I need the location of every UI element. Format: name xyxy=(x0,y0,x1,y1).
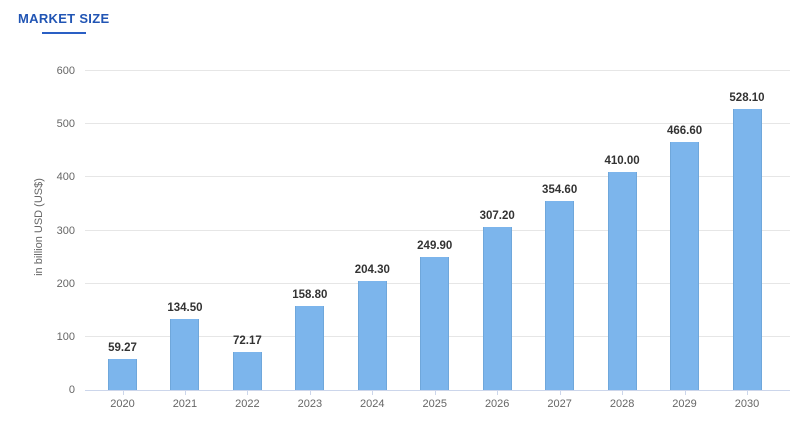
bar-2026[interactable] xyxy=(482,226,512,390)
x-axis-tick xyxy=(559,390,561,395)
plot-area: 0 100 200 300 400 500 600 59.27 2020 134.50 2021 72… xyxy=(57,65,790,410)
bar-value-label: 307.20 xyxy=(479,209,515,222)
tab-active-underline xyxy=(41,32,86,34)
x-axis-tick xyxy=(622,390,624,395)
gridline xyxy=(85,123,790,125)
x-axis-tick xyxy=(684,390,686,395)
bar-value-label: 134.50 xyxy=(167,301,203,314)
x-axis-label: 2028 xyxy=(609,398,635,410)
x-axis-label: 2023 xyxy=(297,398,323,410)
bar-2021[interactable] xyxy=(170,318,200,390)
bar-value-label: 410.00 xyxy=(604,155,640,168)
x-axis-label: 2025 xyxy=(422,398,447,410)
x-axis-tick xyxy=(497,390,499,395)
y-axis-tick-label: 100 xyxy=(56,330,75,343)
y-axis-tick-label: 500 xyxy=(56,118,75,131)
bar-2020[interactable] xyxy=(108,358,137,390)
bar-2030[interactable] xyxy=(732,109,762,390)
bar-2025[interactable] xyxy=(420,257,450,390)
x-axis-tick xyxy=(434,390,436,395)
tab-label: MARKET SIZE xyxy=(18,11,110,26)
y-axis-tick-label: 400 xyxy=(56,171,75,184)
x-axis-label: 2026 xyxy=(484,398,510,410)
bar-value-label: 354.60 xyxy=(542,184,578,197)
bar-value-label: 466.60 xyxy=(666,124,703,137)
x-axis-label: 2029 xyxy=(672,398,697,410)
bar-2029[interactable] xyxy=(670,141,700,390)
bar-value-label: 528.10 xyxy=(729,92,765,105)
bar-2022[interactable] xyxy=(232,351,262,390)
tab-market-size[interactable]: MARKET SIZE xyxy=(18,11,109,34)
y-axis-tick-label: 600 xyxy=(56,65,75,77)
x-axis-label: 2022 xyxy=(235,398,260,410)
x-axis-label: 2020 xyxy=(110,398,135,410)
x-axis-label: 2021 xyxy=(172,398,198,410)
gridline xyxy=(85,70,790,71)
x-axis-tick xyxy=(372,390,374,395)
bar-value-label: 249.90 xyxy=(417,240,453,253)
y-axis-tick-label: 200 xyxy=(56,277,75,290)
bar-value-label: 72.17 xyxy=(233,334,262,347)
x-axis-tick xyxy=(247,390,249,395)
x-axis-label: 2027 xyxy=(547,398,572,410)
y-axis-tick-label: 300 xyxy=(56,224,75,237)
bar-2027[interactable] xyxy=(545,201,575,390)
bar-2023[interactable] xyxy=(295,305,325,390)
x-axis-tick xyxy=(309,390,311,395)
bar-2024[interactable] xyxy=(357,281,387,390)
bar-value-label: 158.80 xyxy=(292,288,328,301)
x-axis-tick xyxy=(184,390,186,395)
bar-value-label: 59.27 xyxy=(108,341,137,354)
x-axis-label: 2030 xyxy=(734,398,760,410)
x-axis-tick xyxy=(747,390,748,395)
bar-value-label: 204.30 xyxy=(354,264,390,277)
x-axis-tick xyxy=(122,390,124,395)
bar-2028[interactable] xyxy=(607,172,637,390)
gridline xyxy=(85,229,790,231)
y-axis-tick-label: 0 xyxy=(68,384,75,396)
x-axis-label: 2024 xyxy=(360,398,385,410)
gridline xyxy=(85,176,790,178)
